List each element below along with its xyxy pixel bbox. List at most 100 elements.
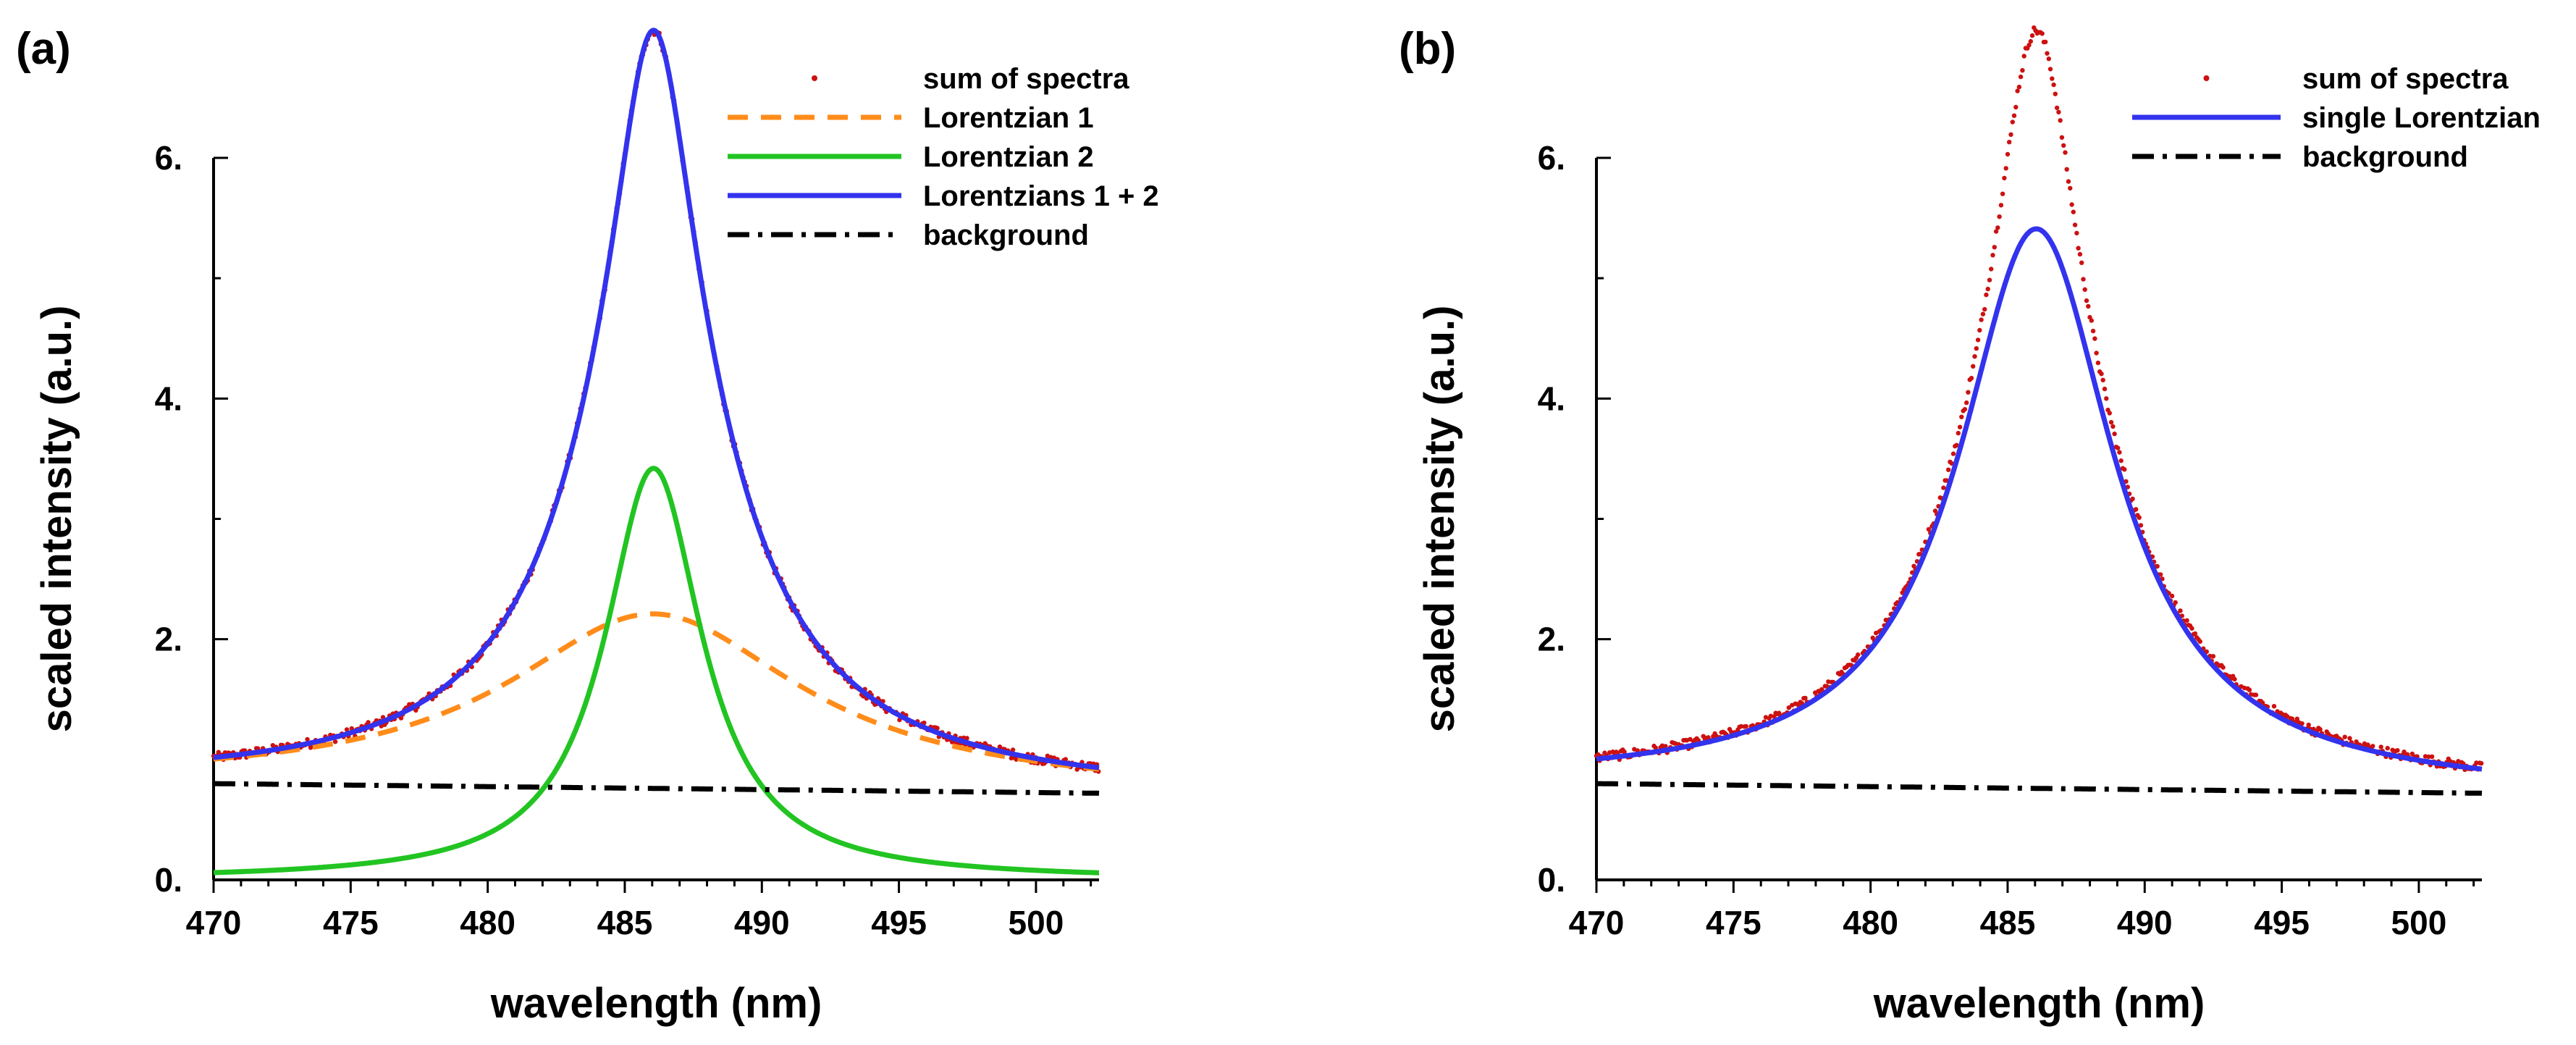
series-lorentzian-2 — [212, 466, 1100, 876]
data-point — [1998, 203, 2004, 208]
data-point — [935, 726, 940, 731]
data-point — [366, 720, 371, 725]
data-point — [2003, 166, 2008, 171]
data-point — [1772, 714, 1777, 719]
x-tick-label: 490 — [2117, 904, 2173, 941]
data-point — [2053, 91, 2058, 96]
x-tick-label: 500 — [2391, 904, 2447, 941]
data-point — [2122, 467, 2127, 472]
data-point — [2010, 119, 2015, 125]
data-point — [2474, 760, 2479, 765]
data-point — [1995, 225, 2000, 230]
data-point — [2294, 716, 2299, 721]
data-point — [1993, 229, 1999, 234]
data-point — [2192, 631, 2198, 637]
data-point — [1738, 723, 1744, 729]
data-point — [1706, 735, 1711, 740]
data-point — [2378, 744, 2383, 750]
data-point — [2051, 82, 2056, 88]
data-point — [2069, 202, 2074, 207]
legend-label: sum of spectra — [923, 63, 1129, 95]
data-point — [1063, 757, 1069, 762]
data-point — [2184, 618, 2189, 623]
data-point — [332, 739, 338, 744]
data-point — [1926, 526, 1932, 532]
data-point — [2179, 613, 2184, 618]
data-point — [2020, 68, 2025, 73]
data-point — [2479, 760, 2484, 766]
data-point — [2204, 649, 2209, 655]
data-point — [1984, 292, 1989, 298]
data-point — [2011, 113, 2017, 118]
data-point — [2169, 593, 2175, 599]
data-point — [2056, 109, 2061, 114]
data-point — [2007, 140, 2012, 145]
chart-panel-a: (a) 470 475 480 485 490 495 500 0. 2. 4. 6. waveleng… — [16, 24, 1159, 1027]
y-tick-label: 4. — [1538, 379, 1565, 417]
data-point — [2365, 742, 2370, 747]
x-tick-label: 470 — [1569, 904, 1625, 941]
data-point — [2015, 88, 2020, 93]
x-tick-label: 485 — [1980, 904, 2036, 941]
legend-label: Lorentzians 1 + 2 — [923, 180, 1159, 212]
data-point — [1688, 736, 1693, 742]
data-point — [2043, 39, 2048, 45]
data-point — [964, 736, 969, 741]
x-tick-label: 500 — [1009, 904, 1064, 941]
data-point — [2178, 608, 2183, 613]
data-point — [2409, 751, 2415, 757]
data-point — [2271, 704, 2277, 709]
data-point — [2082, 287, 2087, 292]
data-point — [2090, 328, 2096, 334]
series-sum-of-spectra — [211, 28, 1101, 774]
data-point — [2197, 639, 2202, 645]
data-point — [2092, 336, 2097, 341]
data-point — [1663, 744, 1668, 749]
data-point — [2084, 298, 2089, 303]
data-point — [2046, 56, 2051, 62]
data-point — [1653, 745, 1658, 750]
data-point — [2429, 754, 2435, 760]
data-point — [2247, 687, 2252, 692]
data-point — [2026, 43, 2032, 48]
data-point — [2104, 396, 2109, 401]
data-point — [305, 736, 310, 742]
data-point — [398, 715, 404, 721]
data-point — [1980, 311, 1986, 316]
data-point — [2058, 118, 2063, 123]
x-tick-label: 470 — [186, 904, 242, 941]
data-point — [2117, 450, 2122, 455]
y-tick-label: 6. — [1538, 139, 1565, 177]
x-axis-title: wavelength (nm) — [1873, 980, 2205, 1027]
data-point — [1622, 749, 1627, 755]
data-point — [2173, 600, 2178, 605]
data-point — [2395, 748, 2400, 753]
data-point — [1975, 337, 1981, 343]
data-point — [2050, 76, 2055, 81]
data-point — [2040, 31, 2045, 36]
data-point — [1966, 390, 1971, 395]
data-point — [2061, 143, 2066, 148]
legend-label: background — [2302, 141, 2468, 173]
data-point — [2370, 744, 2375, 749]
legend-label: sum of spectra — [2302, 63, 2509, 95]
y-tick-label: 2. — [155, 621, 182, 658]
data-point — [1977, 327, 1982, 333]
data-point — [2086, 303, 2091, 309]
data-point — [997, 744, 1003, 750]
data-point — [2118, 458, 2123, 463]
data-point — [1957, 424, 1963, 429]
legend-label: Lorentzian 1 — [923, 102, 1094, 134]
data-point — [2081, 277, 2086, 282]
data-point — [2077, 251, 2083, 257]
data-point — [1786, 705, 1791, 710]
data-point — [1979, 317, 1984, 322]
data-point — [2094, 351, 2099, 356]
data-point — [2002, 175, 2007, 181]
data-point — [2045, 51, 2050, 56]
data-point — [2079, 260, 2084, 265]
data-point — [2108, 419, 2114, 425]
data-point — [1990, 253, 1995, 258]
x-axis-title: wavelength (nm) — [490, 980, 822, 1027]
data-point — [1971, 364, 1976, 369]
